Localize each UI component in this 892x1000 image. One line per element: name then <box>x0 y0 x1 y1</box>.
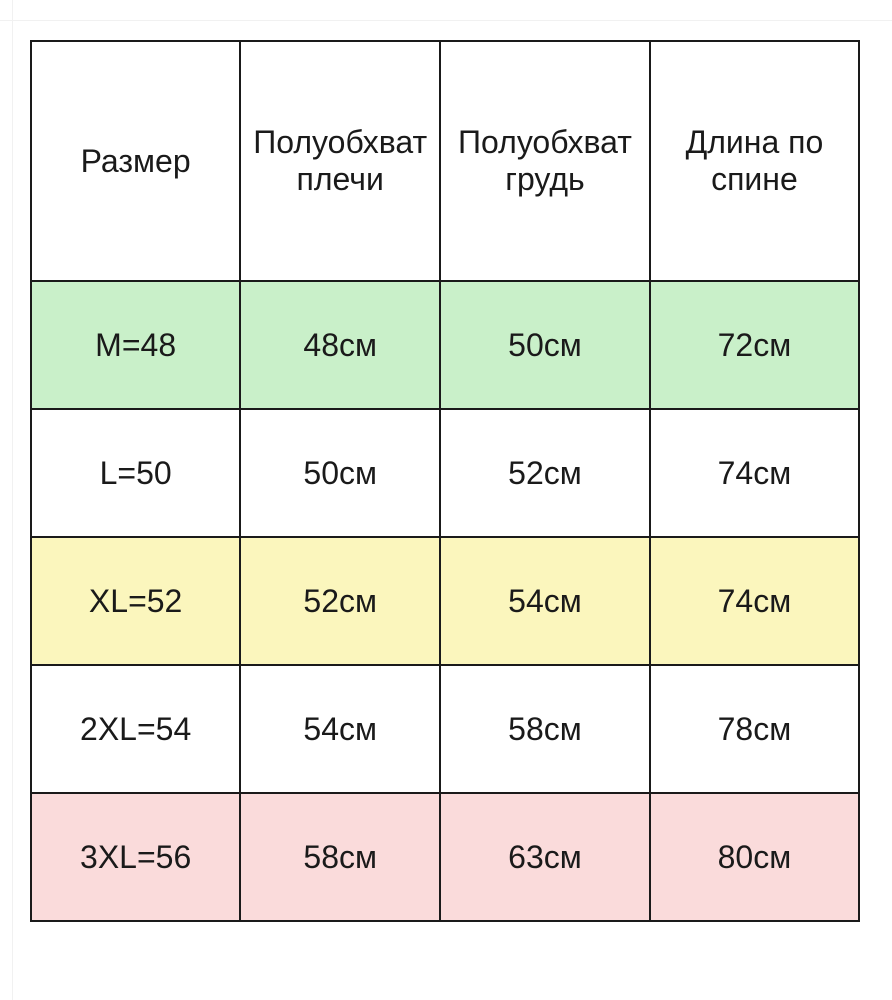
cell-back: 74см <box>650 537 859 665</box>
cell-back: 74см <box>650 409 859 537</box>
header-back-length: Длина по спине <box>650 41 859 281</box>
cell-shoulder: 48см <box>240 281 440 409</box>
cell-chest: 63см <box>440 793 650 921</box>
header-size: Размер <box>31 41 240 281</box>
cell-size: XL=52 <box>31 537 240 665</box>
table-body: M=48 48см 50см 72см L=50 50см 52см 74см … <box>31 281 859 921</box>
cell-chest: 50см <box>440 281 650 409</box>
size-chart-table: Размер Полуобхват плечи Полуобхват грудь… <box>30 40 860 922</box>
cell-chest: 54см <box>440 537 650 665</box>
cell-chest: 58см <box>440 665 650 793</box>
table-row: 2XL=54 54см 58см 78см <box>31 665 859 793</box>
cell-back: 72см <box>650 281 859 409</box>
table-header-row: Размер Полуобхват плечи Полуобхват грудь… <box>31 41 859 281</box>
cell-shoulder: 52см <box>240 537 440 665</box>
cell-size: L=50 <box>31 409 240 537</box>
table-row: M=48 48см 50см 72см <box>31 281 859 409</box>
header-shoulder-half: Полуобхват плечи <box>240 41 440 281</box>
table-row: 3XL=56 58см 63см 80см <box>31 793 859 921</box>
cell-back: 80см <box>650 793 859 921</box>
header-chest-half: Полуобхват грудь <box>440 41 650 281</box>
cell-back: 78см <box>650 665 859 793</box>
cell-size: 3XL=56 <box>31 793 240 921</box>
cell-shoulder: 58см <box>240 793 440 921</box>
table-row: L=50 50см 52см 74см <box>31 409 859 537</box>
cell-size: 2XL=54 <box>31 665 240 793</box>
cell-shoulder: 54см <box>240 665 440 793</box>
cell-size: M=48 <box>31 281 240 409</box>
cell-shoulder: 50см <box>240 409 440 537</box>
cell-chest: 52см <box>440 409 650 537</box>
table-row: XL=52 52см 54см 74см <box>31 537 859 665</box>
